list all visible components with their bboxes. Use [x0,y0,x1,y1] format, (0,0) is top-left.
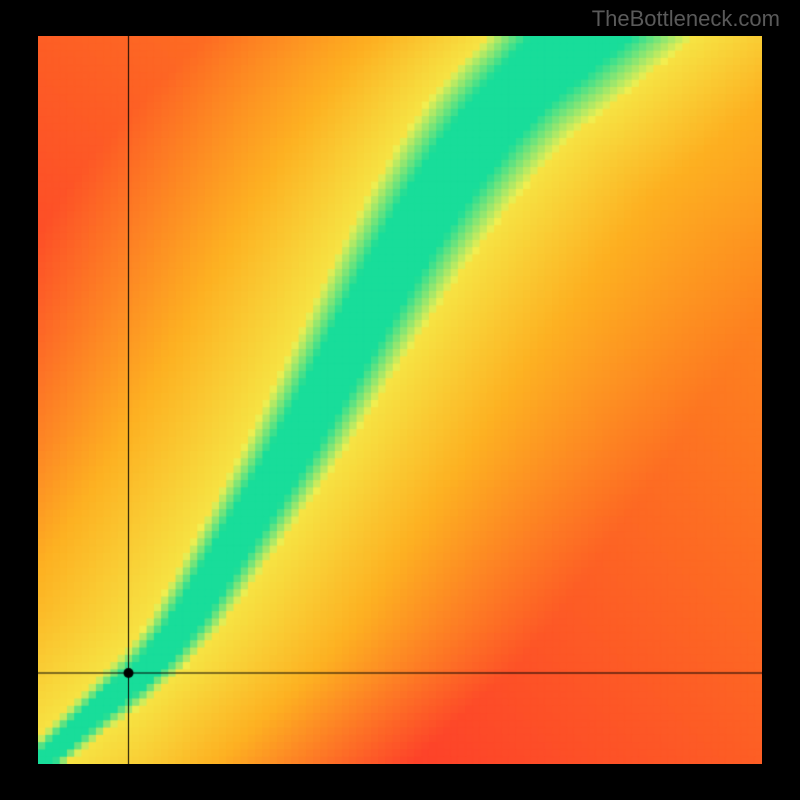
watermark-text: TheBottleneck.com [592,6,780,32]
heatmap-plot [38,36,762,764]
heatmap-canvas [38,36,762,764]
